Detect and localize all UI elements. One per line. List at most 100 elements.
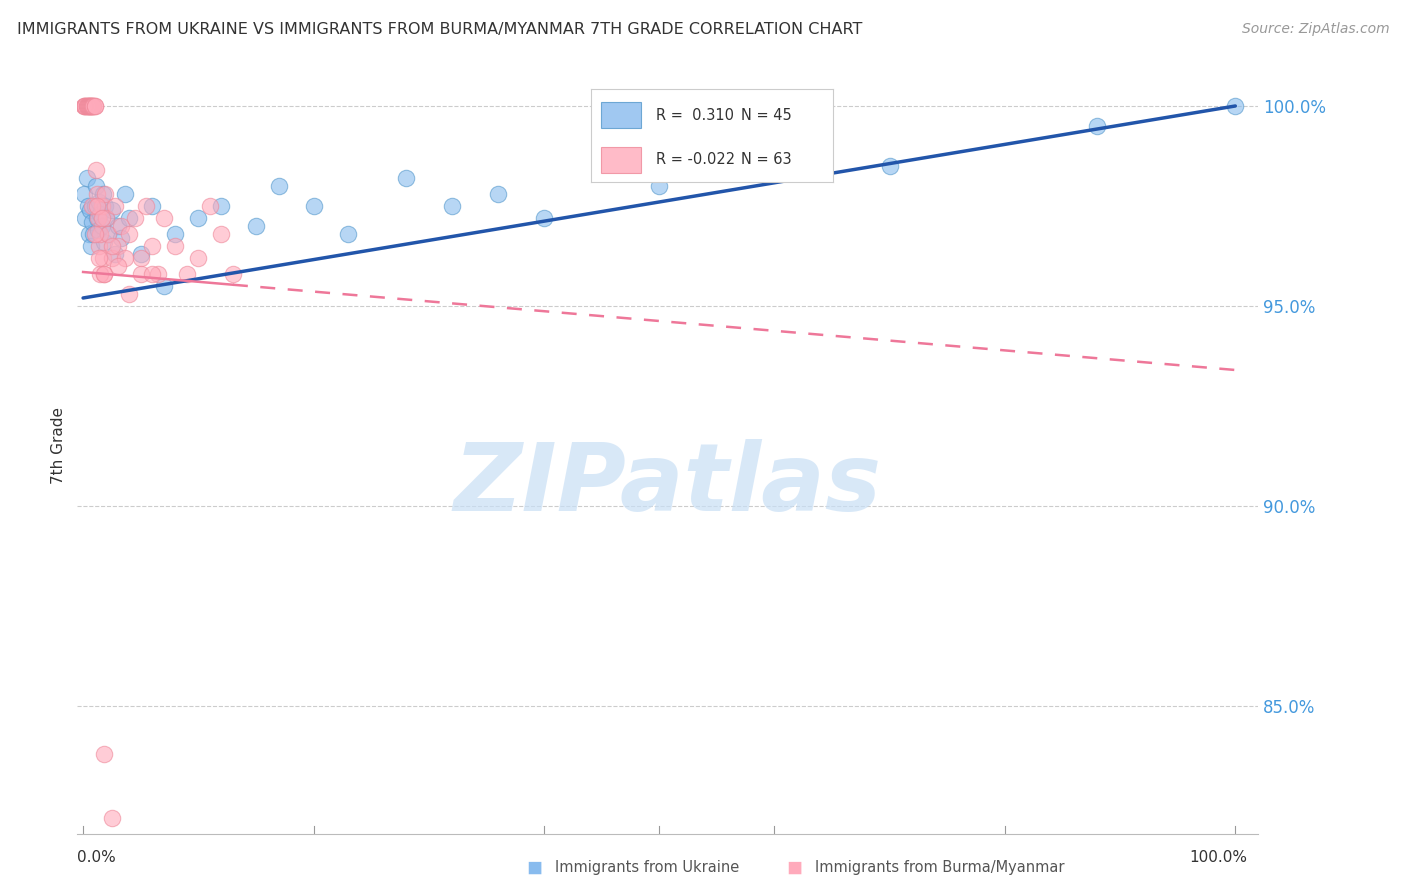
- Point: [76, 99, 98, 113]
- Point: [84, 179, 107, 194]
- Point: [129, 247, 152, 261]
- Point: [86, 211, 108, 225]
- Point: [486, 186, 509, 201]
- Point: [267, 179, 290, 194]
- Point: [165, 227, 187, 241]
- Point: [94, 211, 117, 225]
- Point: [129, 251, 152, 265]
- Point: [76, 99, 98, 113]
- Point: [91, 251, 114, 265]
- Point: [82, 199, 104, 213]
- Point: [89, 194, 111, 209]
- Point: [90, 211, 112, 225]
- Text: Immigrants from Burma/Myanmar: Immigrants from Burma/Myanmar: [815, 860, 1064, 874]
- Point: [82, 227, 104, 241]
- Point: [93, 267, 115, 281]
- Point: [222, 267, 245, 281]
- Point: [337, 227, 360, 241]
- Point: [83, 99, 105, 113]
- Y-axis label: 7th Grade: 7th Grade: [51, 408, 66, 484]
- Point: [110, 231, 132, 245]
- Point: [91, 186, 114, 201]
- Point: [533, 211, 555, 225]
- Point: [73, 99, 96, 113]
- Point: [80, 239, 103, 253]
- Point: [124, 211, 146, 225]
- Point: [79, 202, 101, 217]
- Point: [187, 211, 209, 225]
- Point: [141, 199, 163, 213]
- Point: [135, 199, 157, 213]
- Point: [101, 239, 124, 253]
- Point: [86, 186, 108, 201]
- Point: [101, 202, 124, 217]
- Point: [107, 259, 129, 273]
- Point: [209, 199, 232, 213]
- Text: 100.0%: 100.0%: [1189, 850, 1247, 865]
- Point: [79, 99, 101, 113]
- Point: [89, 207, 111, 221]
- Point: [245, 219, 267, 233]
- Point: [73, 99, 96, 113]
- Point: [110, 219, 132, 233]
- Point: [90, 219, 112, 233]
- Point: [104, 247, 127, 261]
- Point: [89, 267, 111, 281]
- Point: [141, 267, 163, 281]
- Point: [141, 239, 163, 253]
- Point: [82, 99, 104, 113]
- Text: Source: ZipAtlas.com: Source: ZipAtlas.com: [1241, 22, 1389, 37]
- Point: [94, 199, 117, 213]
- Point: [129, 267, 152, 281]
- Text: ◼: ◼: [526, 857, 543, 877]
- Point: [146, 267, 169, 281]
- Point: [82, 215, 104, 229]
- Point: [76, 99, 98, 113]
- Point: [77, 227, 100, 241]
- Point: [152, 279, 174, 293]
- Point: [118, 227, 141, 241]
- Point: [107, 239, 129, 253]
- Text: ZIPatlas: ZIPatlas: [454, 439, 882, 531]
- Point: [187, 251, 209, 265]
- Text: ◼: ◼: [786, 857, 803, 877]
- Point: [89, 251, 111, 265]
- Point: [176, 267, 198, 281]
- Point: [302, 199, 325, 213]
- Point: [440, 199, 463, 213]
- Point: [83, 199, 105, 213]
- Point: [114, 251, 136, 265]
- Point: [75, 99, 97, 113]
- Point: [104, 199, 127, 213]
- Point: [114, 186, 136, 201]
- Point: [93, 267, 115, 281]
- Point: [395, 171, 418, 186]
- Point: [101, 811, 124, 825]
- Point: [94, 186, 117, 201]
- Point: [198, 199, 221, 213]
- Point: [79, 99, 101, 113]
- Point: [77, 99, 100, 113]
- Point: [82, 99, 104, 113]
- Point: [118, 287, 141, 301]
- Point: [73, 186, 96, 201]
- Point: [107, 219, 129, 233]
- Point: [152, 211, 174, 225]
- Point: [86, 199, 108, 213]
- Point: [165, 239, 187, 253]
- Point: [94, 211, 117, 225]
- Point: [80, 99, 103, 113]
- Point: [83, 227, 105, 241]
- Point: [97, 227, 120, 241]
- Point: [1085, 119, 1108, 133]
- Point: [89, 227, 111, 241]
- Point: [76, 99, 98, 113]
- Point: [77, 99, 100, 113]
- Point: [84, 163, 107, 178]
- Point: [879, 159, 901, 173]
- Point: [209, 227, 232, 241]
- Text: Immigrants from Ukraine: Immigrants from Ukraine: [555, 860, 740, 874]
- Point: [97, 227, 120, 241]
- Point: [87, 211, 110, 225]
- Point: [75, 99, 97, 113]
